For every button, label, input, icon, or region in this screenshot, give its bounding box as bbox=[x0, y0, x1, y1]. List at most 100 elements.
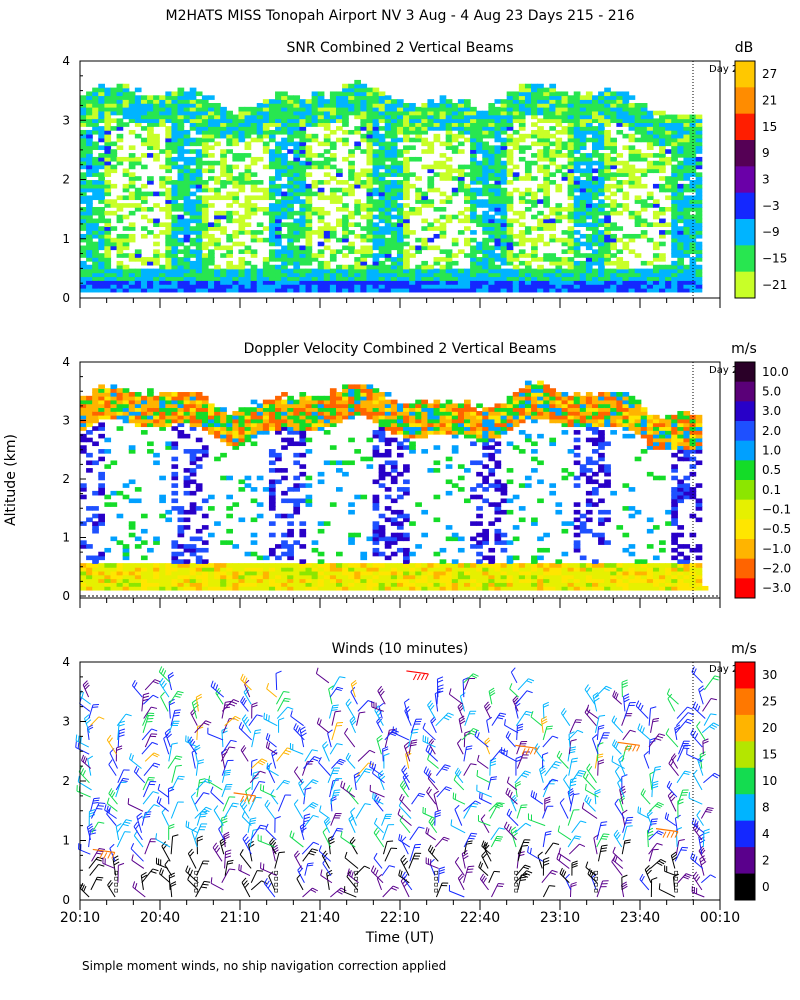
doppler-cell bbox=[134, 418, 142, 424]
snr-cell bbox=[275, 172, 282, 177]
snr-cell bbox=[86, 168, 93, 174]
doppler-cell bbox=[92, 411, 99, 416]
snr-cell bbox=[579, 191, 587, 197]
snr-cell bbox=[275, 222, 282, 228]
snr-cell bbox=[683, 153, 691, 158]
snr-cell bbox=[403, 272, 410, 278]
snr-cell bbox=[244, 276, 252, 281]
snr-cell bbox=[433, 245, 441, 251]
doppler-cell bbox=[275, 479, 282, 485]
snr-cell bbox=[683, 222, 691, 228]
doppler-cell bbox=[128, 585, 136, 591]
snr-cell bbox=[165, 187, 173, 193]
snr-cell bbox=[476, 160, 483, 166]
snr-cell bbox=[665, 183, 672, 189]
snr-cell bbox=[134, 133, 142, 139]
doppler-cell bbox=[293, 483, 301, 488]
snr-cell bbox=[226, 110, 233, 116]
snr-cell bbox=[683, 187, 691, 193]
doppler-cell bbox=[189, 456, 197, 462]
snr-cell bbox=[409, 172, 416, 177]
snr-cell bbox=[134, 156, 142, 162]
snr-cell bbox=[415, 272, 422, 278]
doppler-cell bbox=[122, 582, 130, 587]
snr-cell bbox=[165, 156, 173, 162]
snr-cell bbox=[482, 203, 489, 208]
snr-cell bbox=[622, 195, 630, 201]
doppler-cell bbox=[336, 574, 343, 580]
snr-cell bbox=[579, 118, 587, 124]
snr-cell bbox=[86, 195, 93, 201]
snr-cell bbox=[537, 183, 544, 189]
snr-cell bbox=[659, 230, 666, 235]
snr-cell bbox=[183, 230, 191, 235]
snr-cell bbox=[372, 253, 380, 258]
snr-cell bbox=[592, 126, 599, 131]
snr-cell bbox=[336, 287, 343, 293]
snr-cell bbox=[293, 156, 301, 162]
snr-cell bbox=[147, 272, 154, 278]
snr-cell bbox=[598, 137, 605, 143]
snr-cell bbox=[561, 118, 569, 124]
snr-cell bbox=[506, 141, 514, 147]
y-tick-label: 1 bbox=[62, 232, 70, 246]
snr-cell bbox=[226, 245, 233, 251]
snr-cell bbox=[262, 268, 270, 274]
snr-cell bbox=[329, 164, 337, 170]
snr-cell bbox=[165, 272, 173, 278]
snr-cell bbox=[390, 114, 398, 120]
doppler-cell bbox=[92, 585, 99, 591]
snr-cell bbox=[683, 141, 691, 147]
doppler-cell bbox=[317, 422, 325, 428]
doppler-cell bbox=[293, 509, 301, 515]
snr-cell bbox=[275, 168, 282, 174]
doppler-cell bbox=[293, 430, 301, 435]
snr-cell bbox=[287, 133, 294, 139]
doppler-cell bbox=[275, 426, 282, 431]
snr-cell bbox=[403, 137, 410, 143]
colorbar-segment bbox=[735, 245, 755, 273]
snr-cell bbox=[628, 272, 636, 278]
snr-cell bbox=[610, 280, 617, 285]
snr-cell bbox=[427, 149, 435, 154]
snr-cell bbox=[80, 272, 87, 278]
snr-cell bbox=[585, 183, 593, 189]
snr-cell bbox=[244, 168, 252, 174]
snr-cell bbox=[92, 99, 99, 104]
snr-cell bbox=[366, 187, 374, 193]
snr-cell bbox=[244, 118, 252, 124]
snr-cell bbox=[311, 272, 319, 278]
snr-cell bbox=[165, 191, 173, 197]
doppler-cell bbox=[256, 411, 264, 416]
snr-cell bbox=[537, 87, 544, 93]
snr-cell bbox=[92, 126, 99, 131]
snr-cell bbox=[171, 233, 179, 239]
snr-cell bbox=[476, 164, 483, 170]
doppler-cell bbox=[262, 570, 270, 576]
snr-cell bbox=[561, 91, 569, 97]
snr-cell bbox=[256, 137, 264, 143]
snr-cell bbox=[421, 284, 429, 289]
doppler-cell bbox=[336, 578, 343, 583]
doppler-cell bbox=[366, 407, 374, 412]
doppler-cell bbox=[183, 407, 191, 412]
snr-cell bbox=[275, 99, 282, 104]
snr-cell bbox=[372, 133, 380, 139]
doppler-cell bbox=[195, 449, 203, 454]
doppler-cell bbox=[372, 403, 380, 409]
snr-cell bbox=[354, 249, 361, 254]
snr-cell bbox=[378, 118, 386, 124]
snr-cell bbox=[634, 118, 642, 124]
snr-cell bbox=[494, 156, 502, 162]
snr-cell bbox=[543, 99, 550, 104]
doppler-cell bbox=[311, 540, 319, 545]
snr-cell bbox=[390, 199, 398, 204]
doppler-cell bbox=[287, 563, 294, 568]
doppler-cell bbox=[287, 414, 294, 420]
snr-cell bbox=[543, 129, 550, 135]
snr-cell bbox=[677, 214, 685, 220]
snr-cell bbox=[171, 145, 179, 150]
snr-cell bbox=[183, 260, 191, 266]
snr-cell bbox=[220, 122, 227, 127]
snr-cell bbox=[122, 203, 130, 208]
